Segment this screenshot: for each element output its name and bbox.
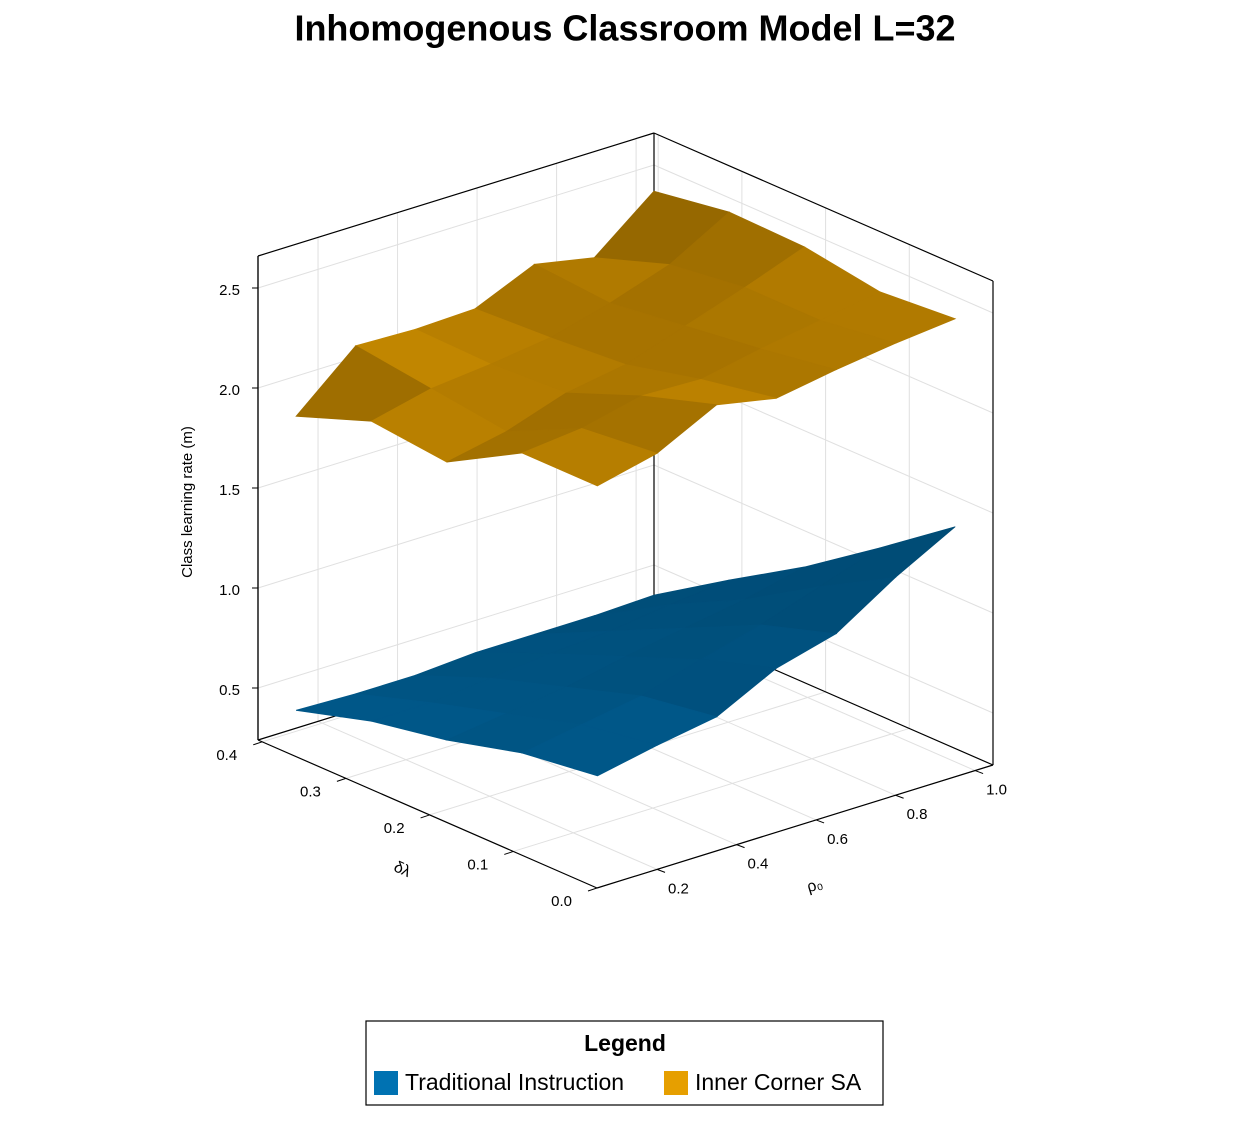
y-tick (504, 850, 514, 855)
y-tick (253, 741, 263, 746)
grid-line (653, 464, 994, 614)
x-tick-label: 0.6 (827, 831, 848, 848)
y-tick-label: 0.0 (551, 893, 572, 910)
chart-title: Inhomogenous Classroom Model L=32 (294, 8, 955, 49)
x-tick-label: 1.0 (986, 782, 1007, 799)
x-tick (895, 794, 904, 799)
z-axis-label: Class learning rate (m) (179, 426, 196, 578)
z-tick-label: 2.5 (219, 282, 240, 299)
x-tick (974, 770, 984, 775)
grid-line (257, 564, 655, 689)
legend-swatch (374, 1071, 398, 1095)
surface-patch (520, 724, 659, 777)
y-tick-label: 0.1 (467, 856, 488, 873)
surface-patch (521, 428, 659, 487)
legend-swatch (664, 1071, 688, 1095)
y-tick (420, 814, 430, 819)
grid-line (317, 720, 658, 870)
x-axis-label: ρ₀ (805, 875, 825, 896)
x-tick-label: 0.4 (748, 856, 769, 873)
z-tick-label: 2.0 (219, 382, 240, 399)
y-tick (587, 887, 598, 892)
x-tick-label: 0.2 (668, 880, 689, 897)
x-tick (815, 819, 825, 824)
legend-title: Legend (584, 1030, 666, 1056)
axis-line (257, 739, 598, 889)
z-tick-label: 1.5 (219, 482, 240, 499)
x-tick (656, 868, 666, 873)
y-tick-label: 0.3 (300, 783, 321, 800)
grid-line (257, 164, 655, 289)
y-axis-label: δλ (391, 859, 413, 881)
z-tick-label: 0.5 (219, 682, 240, 699)
legend-box (365, 1020, 884, 1106)
legend-label: Inner Corner SA (695, 1069, 862, 1095)
surface-patch (820, 526, 956, 587)
x-tick (736, 844, 745, 849)
grid-line (653, 164, 994, 314)
legend-label: Traditional Instruction (405, 1069, 624, 1095)
axis-line (596, 764, 994, 889)
grid-line (257, 464, 655, 589)
y-tick-label: 0.4 (216, 747, 237, 764)
axis-box-edge (257, 132, 655, 257)
y-tick (336, 777, 347, 782)
y-tick-label: 0.2 (384, 820, 405, 837)
z-tick-label: 1.0 (219, 582, 240, 599)
grid-line (513, 727, 910, 852)
x-tick-label: 0.8 (907, 806, 928, 823)
axis-box-edge (653, 132, 994, 282)
